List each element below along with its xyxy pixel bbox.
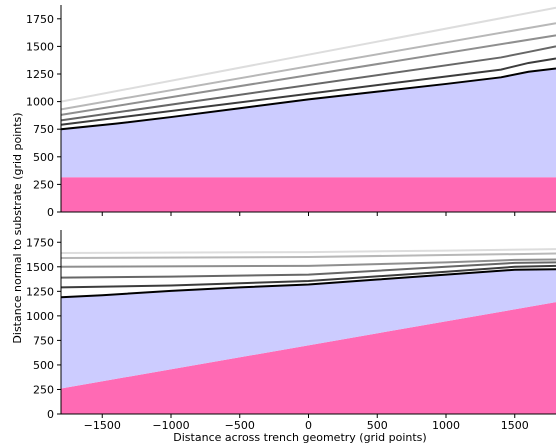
panel-2-series-1 [60,248,556,255]
panel-1-series-2 [60,22,556,111]
panel-1-series-6 [60,67,556,131]
panel-2-y-tick-label: 750 [33,334,54,347]
x-axis-label: Distance across trench geometry (grid po… [173,431,426,444]
panel-1-series-5 [60,57,556,126]
panel-2-y-tick-label: 250 [33,383,54,396]
panel-1-region-1 [61,177,556,212]
panel-1-y-tick-label: 750 [33,123,54,136]
y-axis-label: Distance normal to substrate (grid point… [11,112,24,343]
panel-2-y-tick-label: 500 [33,359,54,372]
panel-1-region-2 [61,68,556,178]
panel-1-series-1 [60,6,556,103]
panel-1-y-tick-label: 0 [47,206,54,219]
x-tick-label: 0 [305,419,312,432]
panel-2-y-tick-label: 1000 [26,310,54,323]
x-tick-label: −1500 [84,419,121,432]
panel-2-series-3 [60,258,556,268]
panel-1-y-tick-label: 1250 [26,68,54,81]
panel-1-y-tick-label: 1750 [26,13,54,26]
panel-1-y-tick-label: 500 [33,151,54,164]
panel-1-series-3 [60,34,556,116]
panel-1-y-tick-label: 1000 [26,96,54,109]
panel-2-series-2 [60,252,556,259]
panel-1-y-tick-label: 1500 [26,40,54,53]
x-tick-label: 1500 [501,419,529,432]
panel-1-series-4 [60,45,556,122]
x-tick-label: −500 [225,419,255,432]
panel-2-series-5 [60,264,556,289]
panel-2-y-tick-label: 1250 [26,285,54,298]
panel-2-y-tick-label: 1500 [26,261,54,274]
panel-2-y-tick-label: 1750 [26,236,54,249]
panel-2-region-1 [61,302,556,414]
panel-2-series-4 [60,261,556,279]
panel-1-y-tick-label: 250 [33,178,54,191]
x-tick-label: 500 [367,419,388,432]
x-tick-label: −1000 [152,419,189,432]
panel-2-series-6 [60,268,556,299]
panel-2-region-2 [61,269,556,389]
panel-2: 0 250 500 750 1000 1250 1500 1750 −1500 −1000 −500… [26,230,556,432]
x-tick-label: 1000 [432,419,460,432]
panel-2-y-tick-label: 0 [47,408,54,421]
panel-1: 0 250 500 750 1000 1250 1500 1750 [26,5,556,219]
